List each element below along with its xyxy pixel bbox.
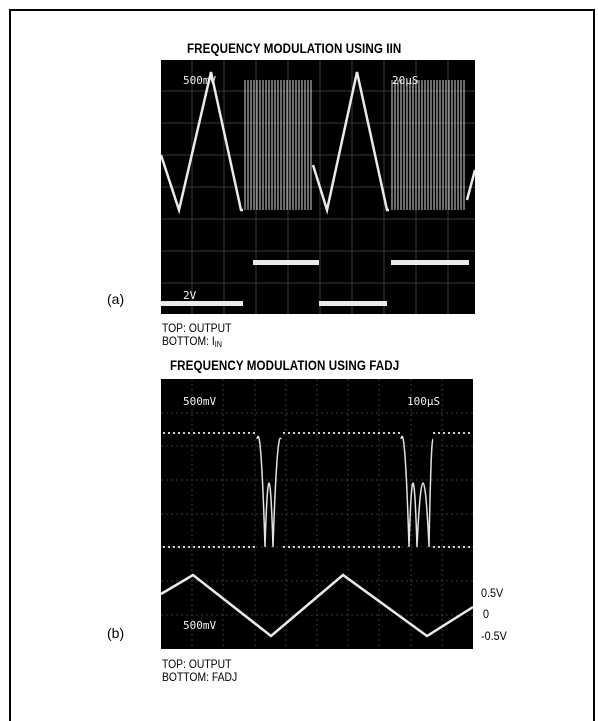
- figure-a-caption-bottom: BOTTOM: IIN: [162, 336, 222, 351]
- scope-a-top-right-readout: 20µS: [392, 74, 419, 87]
- caption-bottom-prefix: BOTTOM: I: [162, 336, 215, 348]
- figure-b-label: (b): [107, 625, 124, 641]
- scope-screen-a: 500mV 20µS 2V: [161, 60, 475, 314]
- figure-b-caption-bottom: BOTTOM: FADJ: [162, 672, 237, 685]
- figure-b-caption-top: TOP: OUTPUT: [162, 659, 231, 672]
- scope-b-top-right-readout: 100µS: [407, 395, 440, 408]
- scope-a-bottom-left-readout: 2V: [183, 289, 197, 302]
- figure-b-title: FREQUENCY MODULATION USING FADJ: [170, 358, 399, 373]
- figure-a-label: (a): [107, 291, 124, 307]
- scope-b-top-left-readout: 500mV: [183, 395, 216, 408]
- voltage-label-zero: 0: [483, 607, 489, 621]
- scope-trace-b: 500mV 100µS 500mV: [161, 379, 473, 649]
- figure-a-title: FREQUENCY MODULATION USING IIN: [187, 41, 401, 56]
- scope-a-top-left-readout: 500mV: [183, 74, 216, 87]
- scope-b-bottom-left-readout: 500mV: [183, 619, 216, 632]
- scope-trace-a: 500mV 20µS 2V: [161, 60, 475, 314]
- figure-a-caption-top: TOP: OUTPUT: [162, 323, 231, 336]
- scope-screen-b: 500mV 100µS 500mV: [161, 379, 473, 649]
- voltage-label-high: 0.5V: [481, 586, 503, 600]
- caption-bottom-subscript: IN: [215, 340, 222, 349]
- voltage-label-low: -0.5V: [481, 629, 507, 643]
